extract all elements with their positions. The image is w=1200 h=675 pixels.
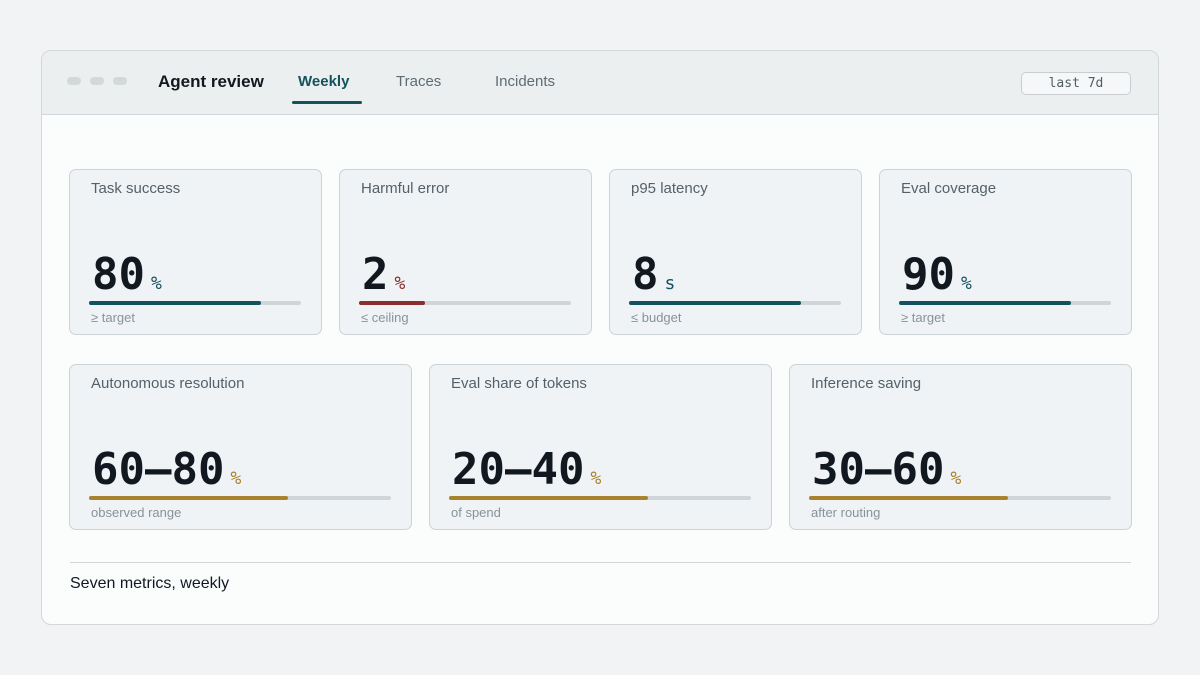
metric-progress-track xyxy=(89,496,391,500)
metric-note: ≤ budget xyxy=(631,310,682,325)
metric-progress-track xyxy=(629,301,841,305)
metric-progress-track xyxy=(449,496,751,500)
metric-value: 30–60% xyxy=(812,444,962,495)
footer-caption: Seven metrics, weekly xyxy=(70,575,230,592)
metric-unit: % xyxy=(960,273,972,294)
metric-progress-fill xyxy=(809,496,1009,500)
metric-value: 2% xyxy=(362,249,406,300)
metric-note: of spend xyxy=(451,505,501,520)
footer-divider xyxy=(70,562,1131,563)
metric-card-task-success: Task success 80% ≥ target xyxy=(69,169,322,335)
window-dot-close[interactable] xyxy=(67,77,81,85)
metric-progress-fill xyxy=(89,301,261,305)
metric-unit: % xyxy=(950,468,962,489)
metric-note: ≥ target xyxy=(91,310,135,325)
metric-unit: s xyxy=(664,273,676,294)
window-dot-maximize[interactable] xyxy=(113,77,127,85)
tab-traces[interactable]: Traces xyxy=(396,73,442,90)
metric-progress-fill xyxy=(89,496,289,500)
time-range-selector[interactable]: last 7d xyxy=(1021,72,1131,95)
metric-value: 90% xyxy=(902,249,972,300)
metric-card-inference-saving: Inference saving 30–60% after routing xyxy=(789,364,1132,530)
dashboard-window: Agent review Weekly Traces Incidents las… xyxy=(41,50,1159,625)
metric-progress-track xyxy=(809,496,1111,500)
metric-progress-track xyxy=(89,301,301,305)
metric-card-autonomous-resolution: Autonomous resolution 60–80% observed ra… xyxy=(69,364,412,530)
metric-progress-track xyxy=(899,301,1111,305)
metric-label: Eval share of tokens xyxy=(451,375,587,392)
metric-label: Eval coverage xyxy=(901,180,997,197)
metric-label: p95 latency xyxy=(631,180,708,197)
metric-unit: % xyxy=(394,273,406,294)
window-dot-minimize[interactable] xyxy=(90,77,104,85)
metric-card-eval-share-tokens: Eval share of tokens 20–40% of spend xyxy=(429,364,772,530)
metric-progress-fill xyxy=(449,496,649,500)
metric-unit: % xyxy=(230,468,242,489)
metric-unit: % xyxy=(590,468,602,489)
metric-note: ≥ target xyxy=(901,310,945,325)
metric-progress-fill xyxy=(899,301,1071,305)
metric-progress-fill xyxy=(359,301,425,305)
metric-value: 80% xyxy=(92,249,162,300)
metric-progress-track xyxy=(359,301,571,305)
metric-label: Inference saving xyxy=(811,375,922,392)
metric-note: after routing xyxy=(811,505,881,520)
app-title: Agent review xyxy=(158,72,264,91)
metric-unit: % xyxy=(150,273,162,294)
metric-note: observed range xyxy=(91,505,182,520)
metric-card-harmful-error: Harmful error 2% ≤ ceiling xyxy=(339,169,592,335)
header-bar: Agent review Weekly Traces Incidents las… xyxy=(42,51,1158,115)
metric-label: Task success xyxy=(91,180,181,197)
metric-card-eval-coverage: Eval coverage 90% ≥ target xyxy=(879,169,1132,335)
tab-incidents[interactable]: Incidents xyxy=(495,73,556,90)
metric-label: Harmful error xyxy=(361,180,450,197)
metric-label: Autonomous resolution xyxy=(91,375,245,392)
metric-value: 20–40% xyxy=(452,444,602,495)
tab-weekly[interactable]: Weekly xyxy=(298,73,350,90)
metric-progress-fill xyxy=(629,301,801,305)
metric-value: 60–80% xyxy=(92,444,242,495)
active-tab-indicator xyxy=(292,101,362,104)
metric-note: ≤ ceiling xyxy=(361,310,409,325)
